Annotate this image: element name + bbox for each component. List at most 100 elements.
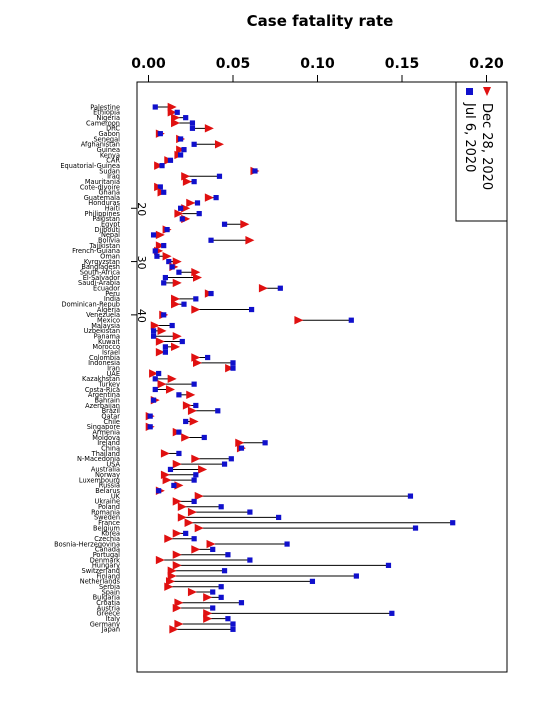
jul-6-2020-point	[210, 605, 216, 611]
dec-28-2020-point	[191, 305, 201, 314]
dec-28-2020-point	[164, 534, 174, 543]
country-label: Iran	[107, 364, 120, 372]
dec-28-2020-point	[204, 193, 214, 202]
country-label: Azerbaijan	[85, 402, 120, 410]
legend-marker-square-icon	[466, 88, 473, 95]
dec-28-2020-point	[187, 406, 197, 416]
dec-28-2020-point	[172, 459, 182, 469]
dec-28-2020-point	[172, 561, 182, 570]
country-label: Switzerland	[82, 567, 120, 575]
country-label: Portugal	[93, 551, 120, 559]
country-label: El-Salvador	[83, 274, 121, 282]
legend: Jul 6, 2020 Dec 28, 2020	[455, 81, 508, 222]
country-label: Kyrgyzstan	[84, 258, 120, 266]
dec-28-2020-point	[162, 252, 172, 261]
jul-6-2020-point	[161, 280, 167, 286]
dec-28-2020-point	[203, 614, 213, 623]
jul-6-2020-point	[166, 258, 172, 265]
country-label: Serbia	[99, 583, 120, 591]
dec-28-2020-point	[193, 273, 203, 282]
country-label: India	[104, 295, 120, 303]
jul-6-2020-point	[181, 147, 187, 153]
jul-6-2020-point	[210, 546, 216, 552]
country-label: Chile	[103, 418, 120, 426]
country-label: Palestine	[90, 103, 120, 111]
country-label: Indonesia	[88, 359, 120, 367]
country-label: Russia	[99, 482, 120, 490]
country-label: UK	[111, 492, 121, 500]
country-label: Armenia	[92, 428, 120, 436]
jul-6-2020-point	[183, 115, 189, 121]
jul-6-2020-point	[156, 488, 162, 494]
jul-6-2020-point	[210, 589, 216, 595]
jul-6-2020-point	[218, 594, 224, 600]
country-label: Greece	[97, 610, 120, 618]
dec-28-2020-point	[187, 587, 197, 597]
dec-28-2020-point	[172, 257, 182, 266]
jul-6-2020-point	[161, 242, 167, 249]
jul-6-2020-point	[218, 584, 224, 590]
country-label: Guatemala	[84, 194, 120, 202]
x-tick-label: 0.05	[216, 56, 251, 72]
dec-28-2020-point	[150, 321, 160, 330]
country-label: Germany	[90, 620, 120, 628]
country-label: CAR	[106, 157, 120, 165]
jul-6-2020-point	[201, 434, 207, 441]
dec-28-2020-point	[177, 513, 187, 522]
jul-6-2020-point	[191, 141, 197, 147]
country-label: Guinea	[97, 146, 120, 154]
country-label: France	[98, 519, 120, 527]
dec-28-2020-point	[160, 449, 170, 458]
dec-28-2020-point	[165, 577, 175, 586]
country-label: Malaysia	[91, 322, 120, 330]
jul-6-2020-point	[221, 461, 228, 467]
dec-28-2020-point	[193, 358, 203, 368]
dec-28-2020-point	[294, 316, 304, 325]
country-label: Sweden	[94, 514, 120, 522]
jul-6-2020-point	[181, 301, 187, 307]
dec-28-2020-point	[157, 379, 167, 389]
jul-6-2020-point	[385, 562, 392, 568]
dec-28-2020-point	[198, 465, 208, 474]
country-label: Luxembourg	[79, 476, 120, 484]
dec-28-2020-point	[174, 598, 184, 607]
country-label: Hungary	[92, 562, 120, 570]
jul-6-2020-point	[167, 157, 174, 163]
dec-28-2020-point	[171, 342, 181, 352]
jul-6-2020-point	[389, 610, 395, 616]
country-label: Ukraine	[95, 498, 120, 506]
country-label: Panama	[94, 332, 120, 340]
dec-28-2020-point	[186, 390, 196, 400]
country-label: Bulgaria	[93, 594, 120, 602]
jul-6-2020-point	[147, 424, 153, 430]
jul-6-2020-point	[193, 472, 199, 478]
dec-28-2020-point	[167, 571, 177, 581]
jul-6-2020-point	[215, 408, 221, 414]
country-label: Philippines	[84, 210, 120, 218]
country-label: Netherlands	[80, 578, 121, 586]
jul-6-2020-point	[353, 573, 359, 579]
dec-28-2020-point	[171, 294, 181, 304]
jul-6-2020-point	[176, 450, 182, 457]
jul-6-2020-point	[178, 136, 184, 142]
jul-6-2020-point	[167, 466, 174, 473]
country-label: South-Africa	[80, 269, 120, 277]
x-tick-label: 0.00	[131, 56, 166, 72]
jul-6-2020-point	[189, 120, 196, 126]
country-label: Czechia	[94, 535, 120, 543]
jul-6-2020-point	[150, 333, 157, 339]
country-label: Senegal	[93, 135, 120, 143]
country-label: Poland	[98, 503, 120, 511]
x-axis: 0.00 0.05 0.10 0.15 0.20	[131, 56, 504, 83]
jul-6-2020-point	[178, 152, 184, 158]
country-label: Ireland	[97, 439, 120, 447]
country-label: Bolivia	[98, 237, 120, 245]
jul-6-2020-point	[252, 168, 258, 174]
country-label: Romania	[91, 508, 120, 516]
country-label: Kazakhstan	[82, 375, 120, 383]
country-label: Kuwait	[98, 338, 120, 346]
dec-28-2020-point	[176, 145, 186, 154]
dec-28-2020-point	[169, 625, 179, 634]
jul-6-2020-point	[216, 173, 223, 179]
country-label: Korea	[101, 530, 120, 538]
